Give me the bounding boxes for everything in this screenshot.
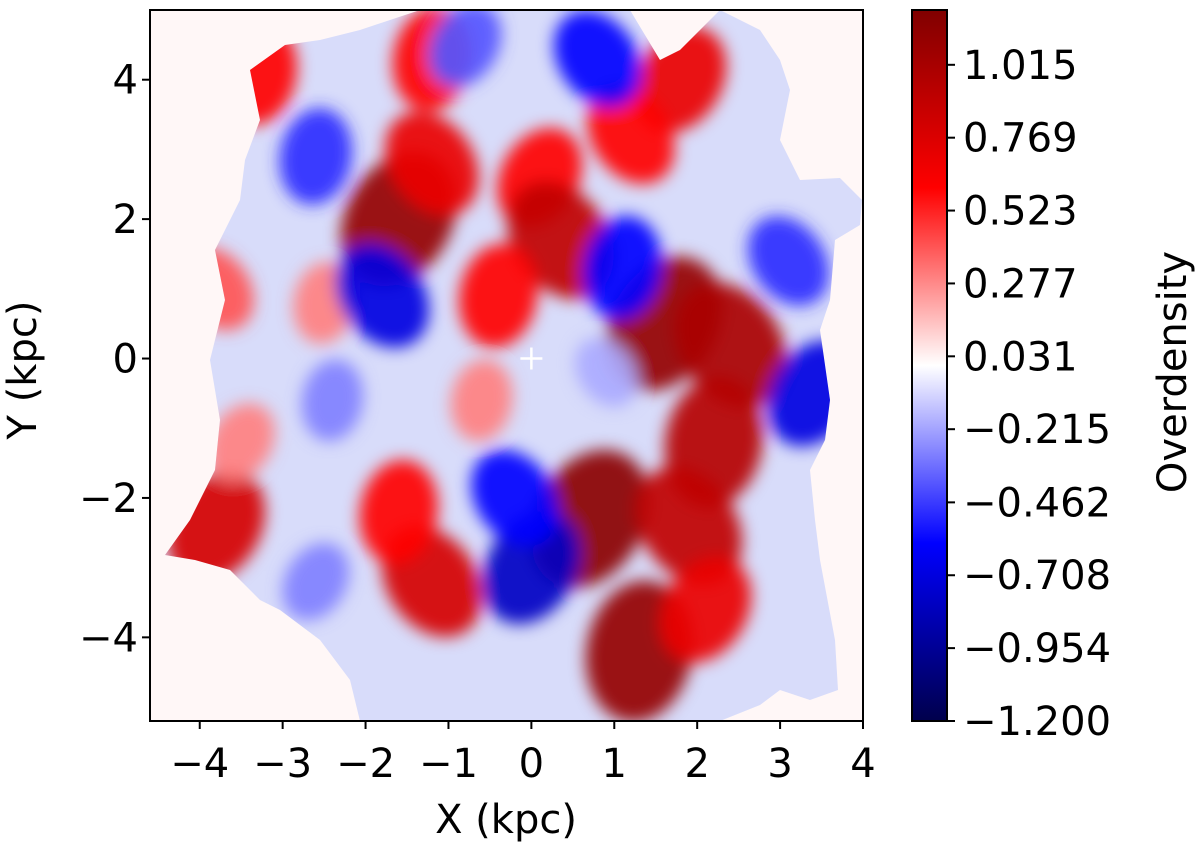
density-blob: [282, 542, 350, 621]
colorbar-tick-label: 0.523: [963, 189, 1078, 235]
y-axis-ticks: −4 −2 0 2 4: [79, 58, 150, 661]
x-tick-label: −3: [253, 741, 312, 787]
density-blob: [747, 216, 829, 306]
density-blob: [384, 111, 479, 216]
x-tick-label: −4: [170, 741, 229, 787]
density-blob: [574, 338, 638, 407]
density-blob: [279, 108, 353, 205]
density-blob: [359, 459, 438, 564]
colorbar-title: Overdensity: [1150, 251, 1196, 493]
x-axis-ticks: −4 −3 −2 −1 0 1 2 3 4: [170, 721, 876, 787]
density-blob: [471, 449, 559, 547]
density-blob: [450, 359, 513, 442]
density-blob: [335, 243, 430, 348]
x-tick-label: 1: [602, 741, 627, 787]
density-blob: [635, 467, 743, 585]
density-blob: [553, 10, 642, 108]
colorbar-ticks: 1.015 0.769 0.523 0.277 0.031 −0.215 −0.462 −0.…: [947, 43, 1111, 745]
colorbar-tick-label: 1.015: [963, 43, 1078, 89]
colorbar-tick-label: 0.769: [963, 116, 1078, 162]
colorbar-tick-label: 0.031: [963, 334, 1078, 380]
density-blob: [587, 87, 675, 184]
sun-position-marker: [520, 347, 543, 370]
x-tick-label: 0: [519, 741, 544, 787]
density-blob: [583, 215, 662, 320]
x-tick-label: −2: [336, 741, 395, 787]
density-blob: [673, 282, 787, 407]
plot-frame: [149, 9, 864, 722]
y-tick-label: −2: [79, 476, 138, 522]
density-blob: [659, 556, 752, 663]
colorbar-tick-label: −0.708: [963, 553, 1111, 599]
colorbar-tick-label: −1.200: [963, 699, 1111, 745]
colorbar: [911, 9, 948, 722]
y-tick-label: 4: [113, 58, 138, 104]
y-axis-title: Y (kpc): [0, 301, 46, 441]
colorbar-tick-label: −0.215: [963, 407, 1111, 453]
x-tick-label: 4: [850, 741, 875, 787]
y-tick-label: 2: [113, 197, 138, 243]
density-blob: [301, 359, 364, 442]
x-tick-label: −1: [419, 741, 478, 787]
colorbar-tick-label: −0.462: [963, 480, 1111, 526]
density-blob: [458, 243, 538, 348]
x-tick-label: 2: [684, 741, 709, 787]
colorbar-tick-label: 0.277: [963, 261, 1078, 307]
density-blob: [428, 10, 502, 88]
x-axis-title: X (kpc): [435, 797, 577, 843]
y-tick-label: 0: [113, 337, 138, 383]
colorbar-tick-label: −0.954: [963, 626, 1111, 672]
x-tick-label: 3: [767, 741, 792, 787]
y-tick-label: −4: [79, 615, 138, 661]
density-blob: [207, 403, 275, 481]
